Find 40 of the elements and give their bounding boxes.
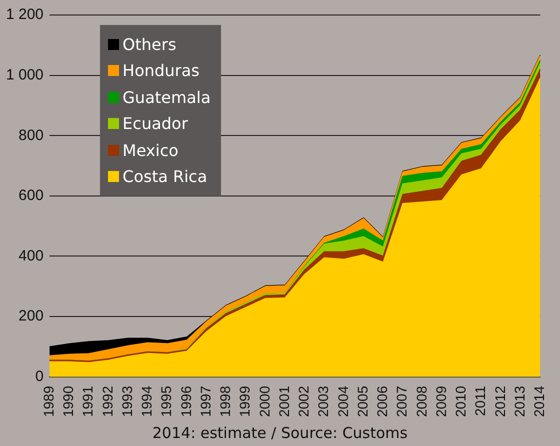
y-tick-label: 800	[18, 126, 44, 144]
x-tick-label: 2006	[374, 386, 390, 418]
x-tick-label: 1990	[60, 386, 76, 418]
x-tick-label: 1997	[197, 386, 214, 418]
y-tick-label: 200	[18, 308, 44, 325]
legend-label: Guatemala	[122, 88, 211, 107]
x-tick-label: 2014	[531, 386, 548, 418]
x-tick-label: 2005	[354, 386, 370, 418]
y-tick-label: 0	[35, 368, 44, 385]
x-tick-label: 2003	[315, 386, 332, 418]
x-tick-label: 1992	[99, 386, 116, 418]
x-tick-label: 2004	[334, 386, 351, 418]
x-tick-label: 1989	[40, 386, 56, 418]
y-tick-label: 600	[18, 187, 44, 204]
x-tick-label: 2013	[511, 386, 528, 418]
x-tick-label: 2012	[492, 386, 508, 418]
x-tick-label: 1999	[236, 386, 253, 418]
y-tick-label: 400	[18, 247, 44, 264]
legend-label: Others	[122, 34, 176, 54]
y-tick-label: 1 000	[6, 66, 44, 84]
legend-label: Mexico	[122, 140, 178, 160]
x-tick-label: 2008	[413, 386, 430, 418]
x-tick-label: 2002	[296, 386, 312, 418]
x-tick-label: 2011	[472, 386, 488, 416]
legend-label: Honduras	[122, 61, 200, 80]
x-tick-label: 1995	[158, 386, 174, 418]
x-tick-label: 2010	[452, 386, 469, 418]
legend-label: Costa Rica	[122, 167, 208, 186]
text: 2014: estimate / Source: Customs	[151, 424, 409, 442]
legend-label: Ecuador	[122, 114, 188, 134]
x-tick-label: 2007	[394, 386, 410, 418]
x-tick-label: 2000	[256, 386, 272, 418]
x-tick-label: 1996	[178, 386, 194, 418]
x-tick-label: 2009	[432, 386, 449, 418]
y-tick-label: 1 200	[6, 6, 44, 24]
x-tick-label: 1993	[118, 386, 135, 418]
x-tick-label: 1994	[138, 386, 155, 418]
x-tick-label: 2001	[276, 386, 292, 418]
x-tick-label: 1991	[80, 386, 96, 418]
x-tick-label: 1998	[217, 386, 234, 418]
